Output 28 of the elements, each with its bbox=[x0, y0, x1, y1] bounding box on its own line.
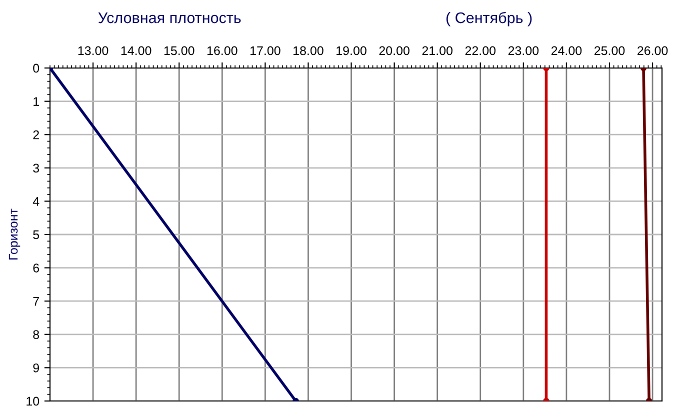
y-tick-label: 10 bbox=[26, 396, 40, 406]
chart-subtitle: ( Сентябрь ) bbox=[446, 12, 532, 26]
x-tick-label: 21.00 bbox=[422, 46, 452, 56]
x-tick-label: 20.00 bbox=[379, 46, 410, 56]
y-tick-label: 4 bbox=[32, 197, 40, 206]
x-tick-label: 14.00 bbox=[121, 46, 152, 56]
y-tick-label: 0 bbox=[33, 64, 40, 73]
chart-title: Условная плотность bbox=[98, 12, 241, 24]
y-tick-label: 1 bbox=[34, 97, 39, 106]
x-tick-label: 19.00 bbox=[336, 46, 366, 56]
y-tick-label: 5 bbox=[33, 230, 40, 240]
x-tick-label: 23.00 bbox=[508, 46, 539, 56]
x-tick-label: 15.00 bbox=[164, 46, 194, 56]
x-tick-label: 22.00 bbox=[465, 46, 496, 56]
x-tick-label: 24.00 bbox=[551, 46, 582, 56]
x-tick-label: 18.00 bbox=[294, 46, 324, 56]
y-axis-title: Горизонт bbox=[8, 208, 20, 260]
y-tick-label: 7 bbox=[33, 297, 39, 306]
y-tick-label: 3 bbox=[33, 164, 40, 173]
x-tick-label: 25.00 bbox=[594, 46, 625, 56]
x-tick-label: 26.00 bbox=[638, 46, 668, 56]
y-tick-label: 6 bbox=[33, 264, 40, 272]
y-tick-label: 2 bbox=[33, 130, 39, 140]
x-tick-label: 16.00 bbox=[207, 46, 238, 56]
y-tick-label: 9 bbox=[33, 364, 39, 372]
y-tick-label: 8 bbox=[33, 330, 40, 340]
x-tick-label: 13.00 bbox=[78, 46, 108, 56]
x-tick-label: 17.00 bbox=[250, 46, 280, 56]
